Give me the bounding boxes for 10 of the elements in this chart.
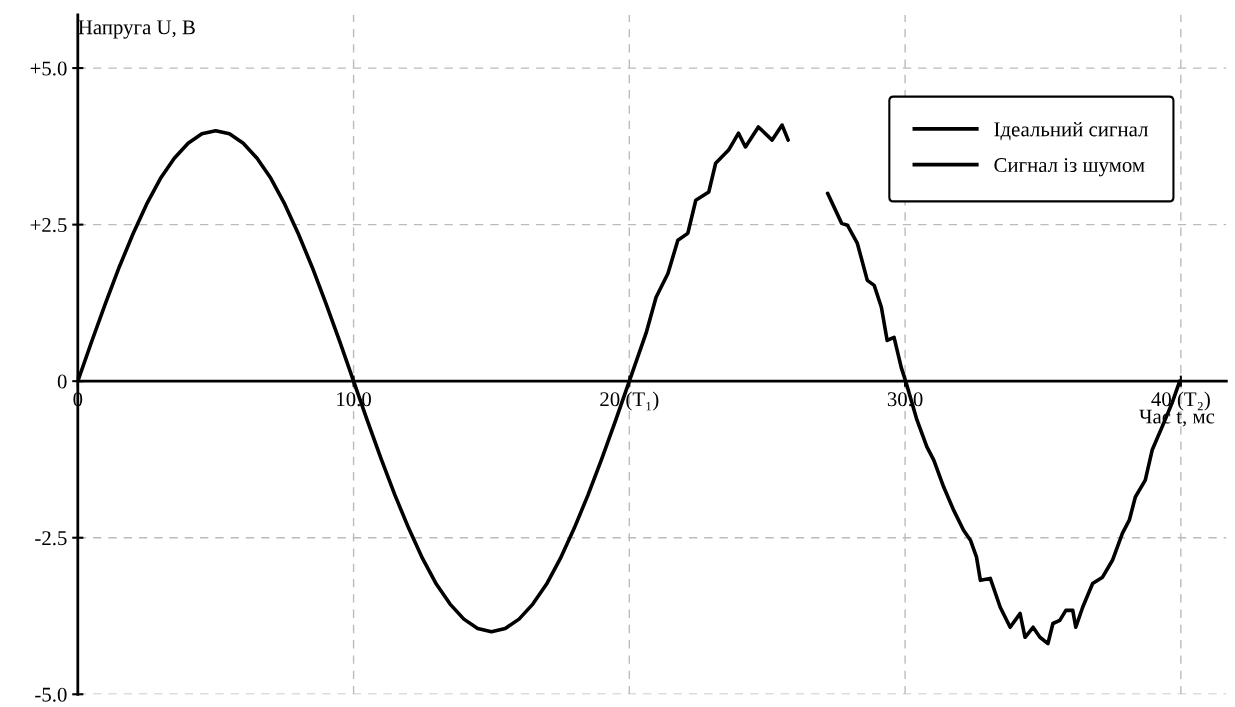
y-tick-label: -5.0 bbox=[35, 687, 67, 702]
x-tick-label: 20 (T₁) bbox=[600, 391, 659, 411]
x-tick-label: 40 (T₂) bbox=[1151, 391, 1210, 411]
y-tick-label: +5.0 bbox=[30, 61, 67, 76]
y-tick-label: 0 bbox=[57, 374, 67, 389]
y-axis-title: Напруга U, В bbox=[78, 20, 195, 39]
legend-label: Ідеальний сигнал bbox=[994, 121, 1148, 141]
legend-label: Сигнал із шумом bbox=[994, 158, 1145, 177]
y-tick-label: +2.5 bbox=[30, 218, 67, 233]
y-tick-label: -2.5 bbox=[35, 531, 67, 546]
